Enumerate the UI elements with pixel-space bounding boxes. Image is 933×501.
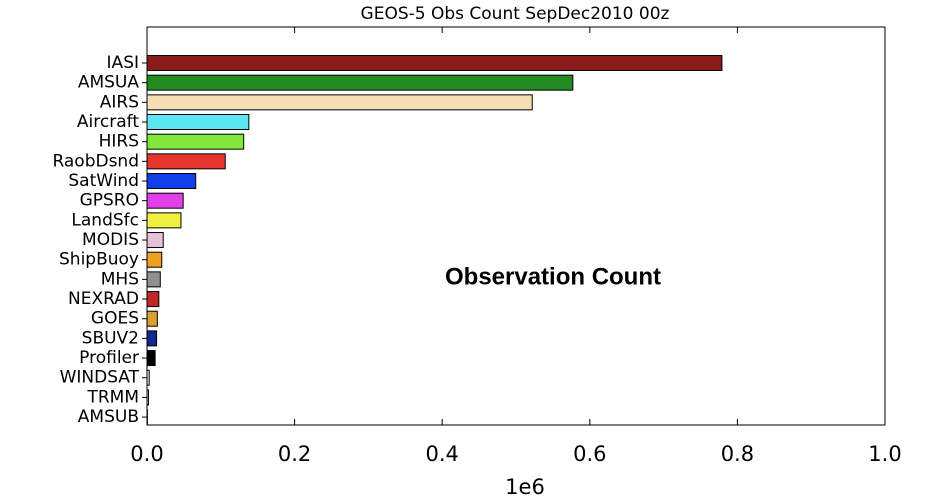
y-tick-label: SBUV2 bbox=[82, 328, 139, 348]
bar bbox=[146, 94, 533, 111]
annotation: Observation Count bbox=[445, 263, 661, 290]
y-tick-label: TRMM bbox=[86, 387, 139, 407]
x-offset-label: 1e6 bbox=[505, 475, 545, 499]
bar bbox=[146, 212, 182, 229]
y-tick-label: WINDSAT bbox=[60, 368, 140, 388]
x-tick-label: 0.0 bbox=[130, 442, 163, 466]
bar bbox=[146, 173, 197, 190]
y-tick-label: SatWind bbox=[68, 171, 139, 191]
plot-frame bbox=[146, 26, 886, 426]
bar bbox=[146, 291, 160, 308]
y-tick-label: LandSfc bbox=[71, 210, 139, 230]
y-tick-label: AMSUB bbox=[78, 407, 139, 427]
y-tick-label: GOES bbox=[91, 309, 139, 329]
y-tick-label: HIRS bbox=[99, 132, 139, 152]
bar bbox=[146, 192, 184, 209]
chart-title: GEOS-5 Obs Count SepDec2010 00z bbox=[361, 4, 670, 24]
bar bbox=[146, 310, 158, 327]
y-tick-label: NEXRAD bbox=[68, 289, 139, 309]
x-tick-label: 0.4 bbox=[425, 442, 458, 466]
bar bbox=[146, 330, 158, 347]
y-tick-label: Profiler bbox=[79, 348, 139, 368]
bar bbox=[146, 74, 574, 91]
bar bbox=[146, 153, 226, 170]
bar bbox=[146, 350, 156, 367]
x-tick-label: 0.8 bbox=[721, 442, 754, 466]
y-tick-label: ShipBuoy bbox=[59, 250, 139, 270]
bar bbox=[146, 55, 723, 71]
bar bbox=[146, 251, 163, 268]
y-tick-label: AMSUA bbox=[78, 73, 140, 93]
x-tick-label: 0.6 bbox=[573, 442, 606, 466]
y-tick-label: MHS bbox=[101, 269, 139, 289]
y-tick-label: Aircraft bbox=[77, 112, 139, 132]
bar bbox=[146, 271, 161, 288]
y-tick-label: RaobDsnd bbox=[52, 151, 139, 171]
bar bbox=[146, 232, 164, 249]
y-tick-label: IASI bbox=[107, 53, 139, 73]
y-tick-label: GPSRO bbox=[80, 191, 139, 211]
bar bbox=[146, 133, 245, 150]
bar bbox=[146, 114, 250, 131]
x-tick-label: 0.2 bbox=[278, 442, 311, 466]
y-tick-label: MODIS bbox=[82, 230, 139, 250]
y-tick-label: AIRS bbox=[100, 92, 139, 112]
x-tick-label: 1.0 bbox=[868, 442, 901, 466]
